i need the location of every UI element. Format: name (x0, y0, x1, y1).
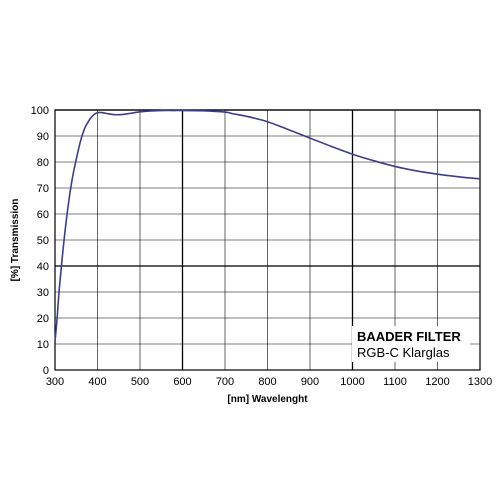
x-tick-label: 1100 (383, 376, 407, 388)
x-tick-label: 400 (88, 376, 106, 388)
y-tick-label: 60 (37, 209, 49, 221)
y-tick-labels: 0 10 20 30 40 50 60 70 80 90 100 (31, 105, 49, 377)
y-tick-label: 40 (37, 261, 49, 273)
y-tick-label: 20 (37, 313, 49, 325)
x-tick-label: 300 (46, 376, 64, 388)
x-tick-label: 800 (258, 376, 276, 388)
x-axis-title: [nm] Wavelenght (227, 394, 308, 405)
y-axis-title: [%] Transmission (10, 199, 21, 282)
x-tick-label: 500 (131, 376, 149, 388)
annotation-title: BAADER FILTER (357, 329, 461, 344)
y-tick-label: 100 (31, 105, 49, 117)
annotation-background (352, 326, 470, 362)
y-tick-label: 80 (37, 157, 49, 169)
x-tick-label: 700 (216, 376, 234, 388)
x-tick-label: 600 (173, 376, 191, 388)
y-tick-label: 50 (37, 235, 49, 247)
x-tick-labels: 300 400 500 600 700 800 900 1000 1100 1200 1300 (46, 376, 492, 388)
x-tick-label: 1300 (468, 376, 492, 388)
y-tick-label: 10 (37, 339, 49, 351)
annotation-subtitle: RGB-C Klarglas (357, 345, 450, 360)
y-tick-label: 0 (43, 365, 49, 377)
plot-frame (54, 109, 481, 371)
x-tick-label: 1200 (425, 376, 449, 388)
transmission-curve (54, 109, 481, 342)
x-tick-label: 900 (301, 376, 319, 388)
x-tick-label: 1000 (340, 376, 364, 388)
y-tick-label: 30 (37, 287, 49, 299)
y-tick-label: 90 (37, 131, 49, 143)
y-tick-label: 70 (37, 183, 49, 195)
